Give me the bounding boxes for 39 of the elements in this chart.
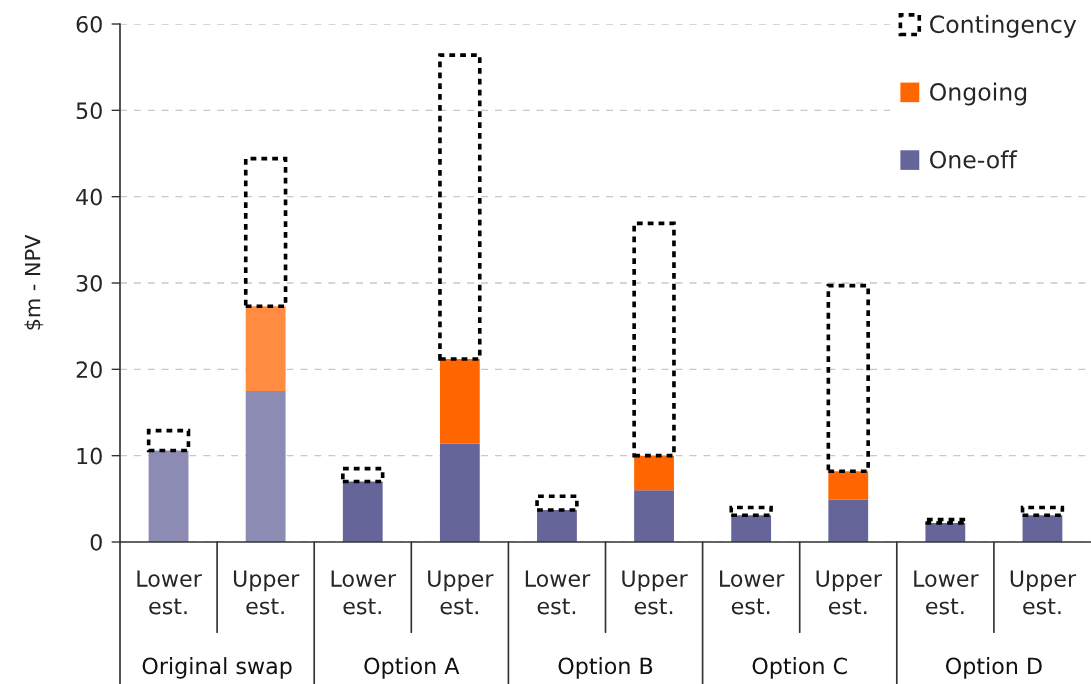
legend-label: One-off <box>930 150 1018 169</box>
bar <box>342 481 383 542</box>
x-tick-label: Lower est. <box>525 570 591 615</box>
y-tick-label: 0 <box>90 533 102 551</box>
x-tick-label: Upper est. <box>1010 570 1077 615</box>
y-tick-label: 60 <box>76 15 102 33</box>
bar <box>439 358 480 444</box>
bar <box>537 510 577 542</box>
y-tick-label: 40 <box>76 188 102 206</box>
bar <box>148 450 189 542</box>
bar <box>731 515 772 542</box>
x-tick-label: Lower est. <box>137 570 202 615</box>
legend-label: Contingency <box>930 14 1077 38</box>
bar <box>439 443 480 542</box>
text: Option A <box>364 657 460 679</box>
bar <box>1022 515 1063 542</box>
y-tick-label: 10 <box>77 447 102 465</box>
text: Option C <box>752 657 847 679</box>
y-tick-label: 50 <box>76 102 102 120</box>
x-tick-label: Upper est. <box>428 570 494 615</box>
y-tick-label: 30 <box>76 274 102 292</box>
x-tick-label: Upper est. <box>233 570 300 615</box>
x-tick-label: Lower est. <box>720 570 785 615</box>
text: Original swap <box>142 657 292 679</box>
bar <box>245 306 286 391</box>
x-tick-label: Upper est. <box>622 570 688 615</box>
y-axis-title: $m - NPV <box>24 234 44 330</box>
bar <box>245 390 286 542</box>
bar <box>634 455 674 491</box>
text: Option D <box>945 657 1042 679</box>
text: Option B <box>558 657 653 679</box>
y-tick-label: 20 <box>76 361 102 379</box>
bar <box>634 490 674 542</box>
bar <box>828 471 869 500</box>
legend-label: Ongoing <box>930 82 1027 106</box>
x-tick-label: Lower est. <box>331 570 397 615</box>
x-tick-label: Upper est. <box>816 570 882 615</box>
x-tick-label: Lower est. <box>914 570 979 615</box>
bar <box>828 499 869 542</box>
